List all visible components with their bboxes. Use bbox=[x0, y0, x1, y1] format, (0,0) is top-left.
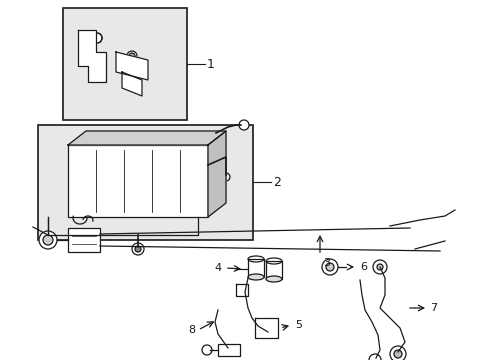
Text: 3: 3 bbox=[323, 258, 329, 268]
Text: 8: 8 bbox=[187, 325, 195, 335]
Bar bbox=[68, 228, 100, 252]
Bar bbox=[218, 344, 240, 356]
Circle shape bbox=[135, 246, 141, 252]
Text: 5: 5 bbox=[294, 320, 302, 330]
Polygon shape bbox=[207, 131, 225, 217]
Polygon shape bbox=[254, 318, 278, 338]
Bar bbox=[247, 259, 264, 277]
Text: 6: 6 bbox=[359, 262, 366, 272]
Circle shape bbox=[368, 354, 380, 360]
Text: 7: 7 bbox=[429, 303, 436, 313]
Circle shape bbox=[376, 264, 382, 270]
Circle shape bbox=[39, 231, 57, 249]
Circle shape bbox=[132, 243, 143, 255]
Polygon shape bbox=[122, 72, 142, 96]
Bar bbox=[68, 145, 207, 217]
Circle shape bbox=[393, 350, 401, 358]
Text: 2: 2 bbox=[272, 176, 280, 189]
Circle shape bbox=[202, 345, 212, 355]
Circle shape bbox=[129, 53, 135, 59]
Polygon shape bbox=[78, 30, 106, 82]
Circle shape bbox=[325, 263, 333, 271]
Polygon shape bbox=[236, 284, 247, 296]
Text: 1: 1 bbox=[206, 58, 214, 71]
Text: 4: 4 bbox=[214, 263, 222, 273]
Circle shape bbox=[372, 260, 386, 274]
Polygon shape bbox=[68, 131, 225, 145]
Circle shape bbox=[321, 259, 337, 275]
Ellipse shape bbox=[265, 276, 282, 282]
Ellipse shape bbox=[247, 274, 264, 280]
Circle shape bbox=[127, 79, 137, 89]
Bar bbox=[265, 261, 282, 279]
Bar bbox=[63, 8, 186, 120]
Circle shape bbox=[389, 346, 405, 360]
Polygon shape bbox=[116, 52, 148, 80]
Circle shape bbox=[127, 51, 137, 61]
Bar bbox=[38, 125, 252, 240]
Circle shape bbox=[239, 120, 248, 130]
Circle shape bbox=[92, 33, 102, 43]
Circle shape bbox=[43, 235, 53, 245]
